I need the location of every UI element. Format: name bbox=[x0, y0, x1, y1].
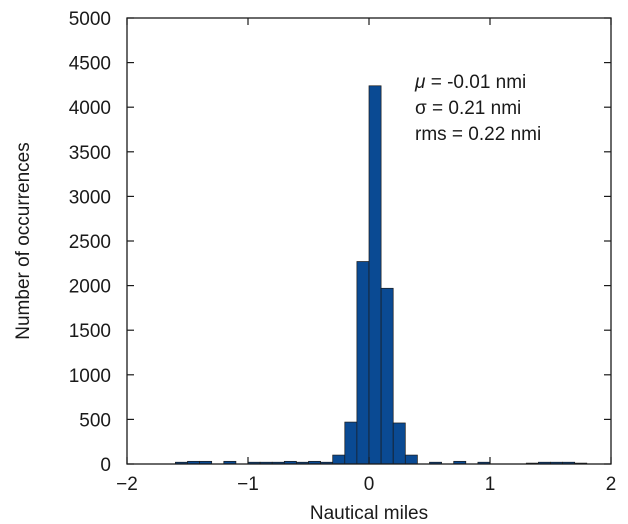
y-tick-label: 2500 bbox=[69, 232, 111, 253]
histogram-bar bbox=[404, 454, 418, 465]
y-tick-label: 500 bbox=[79, 410, 111, 431]
histogram-bar bbox=[356, 261, 370, 465]
y-tick-label: 1500 bbox=[69, 321, 111, 342]
mean-annotation: μ = -0.01 nmi bbox=[414, 72, 526, 93]
histogram-bar bbox=[332, 454, 346, 465]
sigma-annotation: σ = 0.21 nmi bbox=[415, 98, 521, 119]
mu-symbol: μ bbox=[414, 72, 426, 93]
mu-value: = -0.01 nmi bbox=[425, 72, 526, 93]
y-tick-label: 2000 bbox=[69, 277, 111, 298]
y-tick-label: 1000 bbox=[69, 366, 111, 387]
stats-annotation: μ = -0.01 nmi σ = 0.21 nmi rms = 0.22 nm… bbox=[414, 72, 541, 145]
x-axis-title: Nautical miles bbox=[310, 503, 428, 524]
y-axis-title: Number of occurrences bbox=[13, 142, 34, 339]
y-tick-labels: 0 500 1000 1500 2000 2500 3000 3500 4000 4500 5000 bbox=[69, 9, 111, 476]
axis-ticks bbox=[126, 17, 612, 465]
histogram-bar bbox=[344, 421, 358, 465]
histogram-bar bbox=[380, 287, 394, 465]
y-tick-label: 4500 bbox=[69, 54, 111, 75]
x-tick-label: 2 bbox=[606, 474, 617, 495]
y-tick-label: 3500 bbox=[69, 143, 111, 164]
y-tick-label: 5000 bbox=[69, 9, 111, 30]
x-tick-label: 1 bbox=[485, 474, 496, 495]
x-tick-label: −1 bbox=[237, 474, 259, 495]
histogram-bar bbox=[368, 85, 382, 465]
x-tick-label: −2 bbox=[116, 474, 138, 495]
y-tick-label: 0 bbox=[100, 455, 111, 476]
y-tick-label: 3000 bbox=[69, 187, 111, 208]
x-tick-label: 0 bbox=[364, 474, 375, 495]
histogram-bar bbox=[392, 422, 406, 465]
x-tick-labels: −2 −1 0 1 2 bbox=[116, 474, 616, 495]
y-tick-label: 4000 bbox=[69, 98, 111, 119]
rms-annotation: rms = 0.22 nmi bbox=[415, 124, 541, 145]
